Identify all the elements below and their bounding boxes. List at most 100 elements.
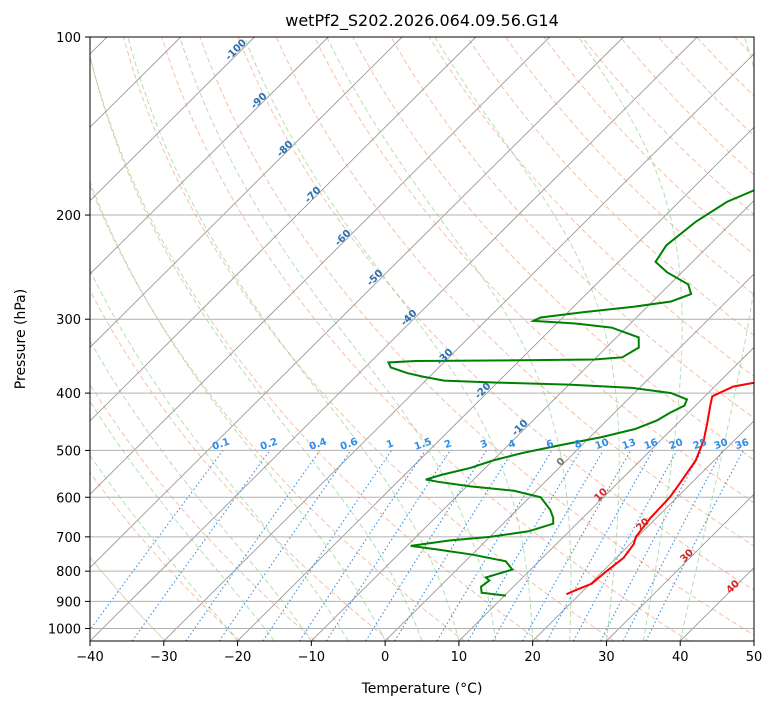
isotherm-line	[458, 346, 754, 641]
mixing-ratio-line	[218, 450, 352, 641]
dry-adiabat-line	[275, 37, 754, 547]
isotherm-line	[753, 640, 754, 641]
isotherm-line	[90, 37, 624, 569]
plot-area	[90, 37, 754, 641]
isotherm-line	[90, 37, 698, 641]
x-tick-label: 30	[598, 650, 615, 665]
mixing-ratio-line	[394, 450, 514, 641]
mixing-ratio-line	[131, 450, 271, 641]
dry-adiabat-line	[122, 37, 615, 641]
mixing-ratio-line	[436, 450, 553, 641]
moist-adiabat-line	[90, 54, 423, 641]
dry-adiabat-line	[581, 37, 754, 216]
mixing-ratio-label: 36	[734, 437, 751, 452]
dry-adiabat-line	[505, 37, 754, 296]
isotherm-label: -90	[249, 91, 270, 112]
mixing-ratio-line	[622, 450, 723, 641]
dry-adiabat-line	[352, 37, 754, 461]
mixing-ratio-label: 25	[692, 437, 709, 452]
y-tick-label: 500	[56, 444, 81, 459]
mixing-ratio-label: 2	[443, 438, 453, 451]
dry-adiabat-line	[237, 37, 754, 591]
x-tick-label: −10	[298, 650, 325, 665]
isotherm-line	[90, 37, 477, 422]
moist-adiabat-line	[179, 37, 497, 641]
moist-adiabat-line	[90, 339, 312, 641]
isotherm-label: -100	[223, 37, 249, 63]
plot-frame	[89, 36, 755, 642]
dry-adiabat-line	[90, 471, 241, 641]
isotherm-line	[90, 37, 403, 349]
mixing-ratio-line	[325, 450, 451, 641]
dry-adiabat-line	[428, 37, 754, 378]
mixing-ratio-label: 1	[385, 438, 395, 451]
y-tick-label: 600	[56, 491, 81, 506]
moist-adiabat-line	[127, 37, 460, 641]
temperature-profile-line	[566, 381, 754, 596]
mixing-ratio-line	[522, 450, 632, 641]
moist-adiabat-line	[90, 180, 386, 641]
moist-adiabat-line	[90, 268, 349, 641]
y-tick-label: 800	[56, 565, 81, 580]
moist-adiabat-line	[243, 37, 534, 641]
mixing-ratio-label: 8	[573, 438, 583, 451]
mixing-ratio-label: 13	[621, 437, 638, 452]
y-tick-label: 200	[56, 209, 81, 224]
moist-adiabat-line	[578, 37, 683, 641]
x-tick-label: −40	[76, 650, 103, 665]
dewpoint-profile-line	[386, 189, 754, 597]
y-tick-label: 700	[56, 531, 81, 546]
mixing-ratio-label: 4	[507, 438, 517, 451]
dry-adiabat-line	[734, 37, 754, 58]
y-tick-label: 1000	[48, 622, 81, 637]
dry-adiabat-line	[90, 54, 540, 641]
isotherm-label: -10	[510, 418, 531, 439]
dry-adiabat-line	[466, 37, 754, 336]
x-tick-label: 20	[524, 650, 541, 665]
moist-adiabat-line	[434, 37, 620, 641]
isotherm-label: -30	[435, 347, 456, 368]
x-tick-label: −20	[224, 650, 251, 665]
isotherm-line	[384, 273, 754, 641]
x-tick-label: 40	[672, 650, 689, 665]
x-tick-label: 10	[451, 650, 468, 665]
mixing-ratio-label: 16	[643, 437, 660, 452]
isotherm-line	[163, 53, 754, 641]
isotherm-label: -80	[275, 139, 296, 160]
y-tick-label: 300	[56, 313, 81, 328]
mixing-ratio-label: 20	[668, 437, 685, 452]
mixing-ratio-line	[573, 450, 678, 641]
isotherm-line	[237, 126, 754, 641]
isotherm-label: -40	[399, 308, 420, 329]
isotherm-line	[679, 566, 754, 641]
dry-adiabat-line	[696, 37, 754, 97]
dry-adiabat-line	[314, 37, 754, 504]
mixing-ratio-line	[299, 450, 426, 641]
isotherm-label: -70	[303, 185, 324, 206]
dry-adiabat-line	[161, 37, 690, 641]
moist-adiabat-line	[90, 400, 275, 641]
chart-title: wetPf2_S202.2026.064.09.56.G14	[285, 11, 559, 31]
moist-adiabat-line	[326, 37, 572, 641]
isotherm-line	[532, 420, 754, 641]
mixing-ratio-label: 3	[479, 438, 489, 451]
mixing-ratio-label: 10	[594, 437, 611, 452]
mixing-ratio-line	[185, 450, 321, 641]
moist-adiabat-line	[90, 454, 238, 641]
y-tick-label: 900	[56, 595, 81, 610]
mixing-ratio-line	[90, 450, 224, 631]
x-tick-label: −30	[150, 650, 177, 665]
mixing-ratio-line	[546, 450, 654, 641]
isotherm-line	[90, 37, 550, 495]
mixing-ratio-line	[645, 450, 744, 641]
isotherm-line	[90, 37, 255, 202]
y-tick-label: 400	[56, 387, 81, 402]
isotherm-label: 0	[555, 456, 568, 469]
x-axis-title: Temperature (°C)	[361, 681, 483, 697]
dry-adiabat-line	[658, 37, 754, 137]
isotherm-line	[606, 493, 754, 641]
x-tick-label: 50	[746, 650, 763, 665]
isotherm-label: -50	[365, 268, 386, 289]
y-tick-label: 100	[56, 31, 81, 46]
isotherm-line	[90, 37, 329, 275]
